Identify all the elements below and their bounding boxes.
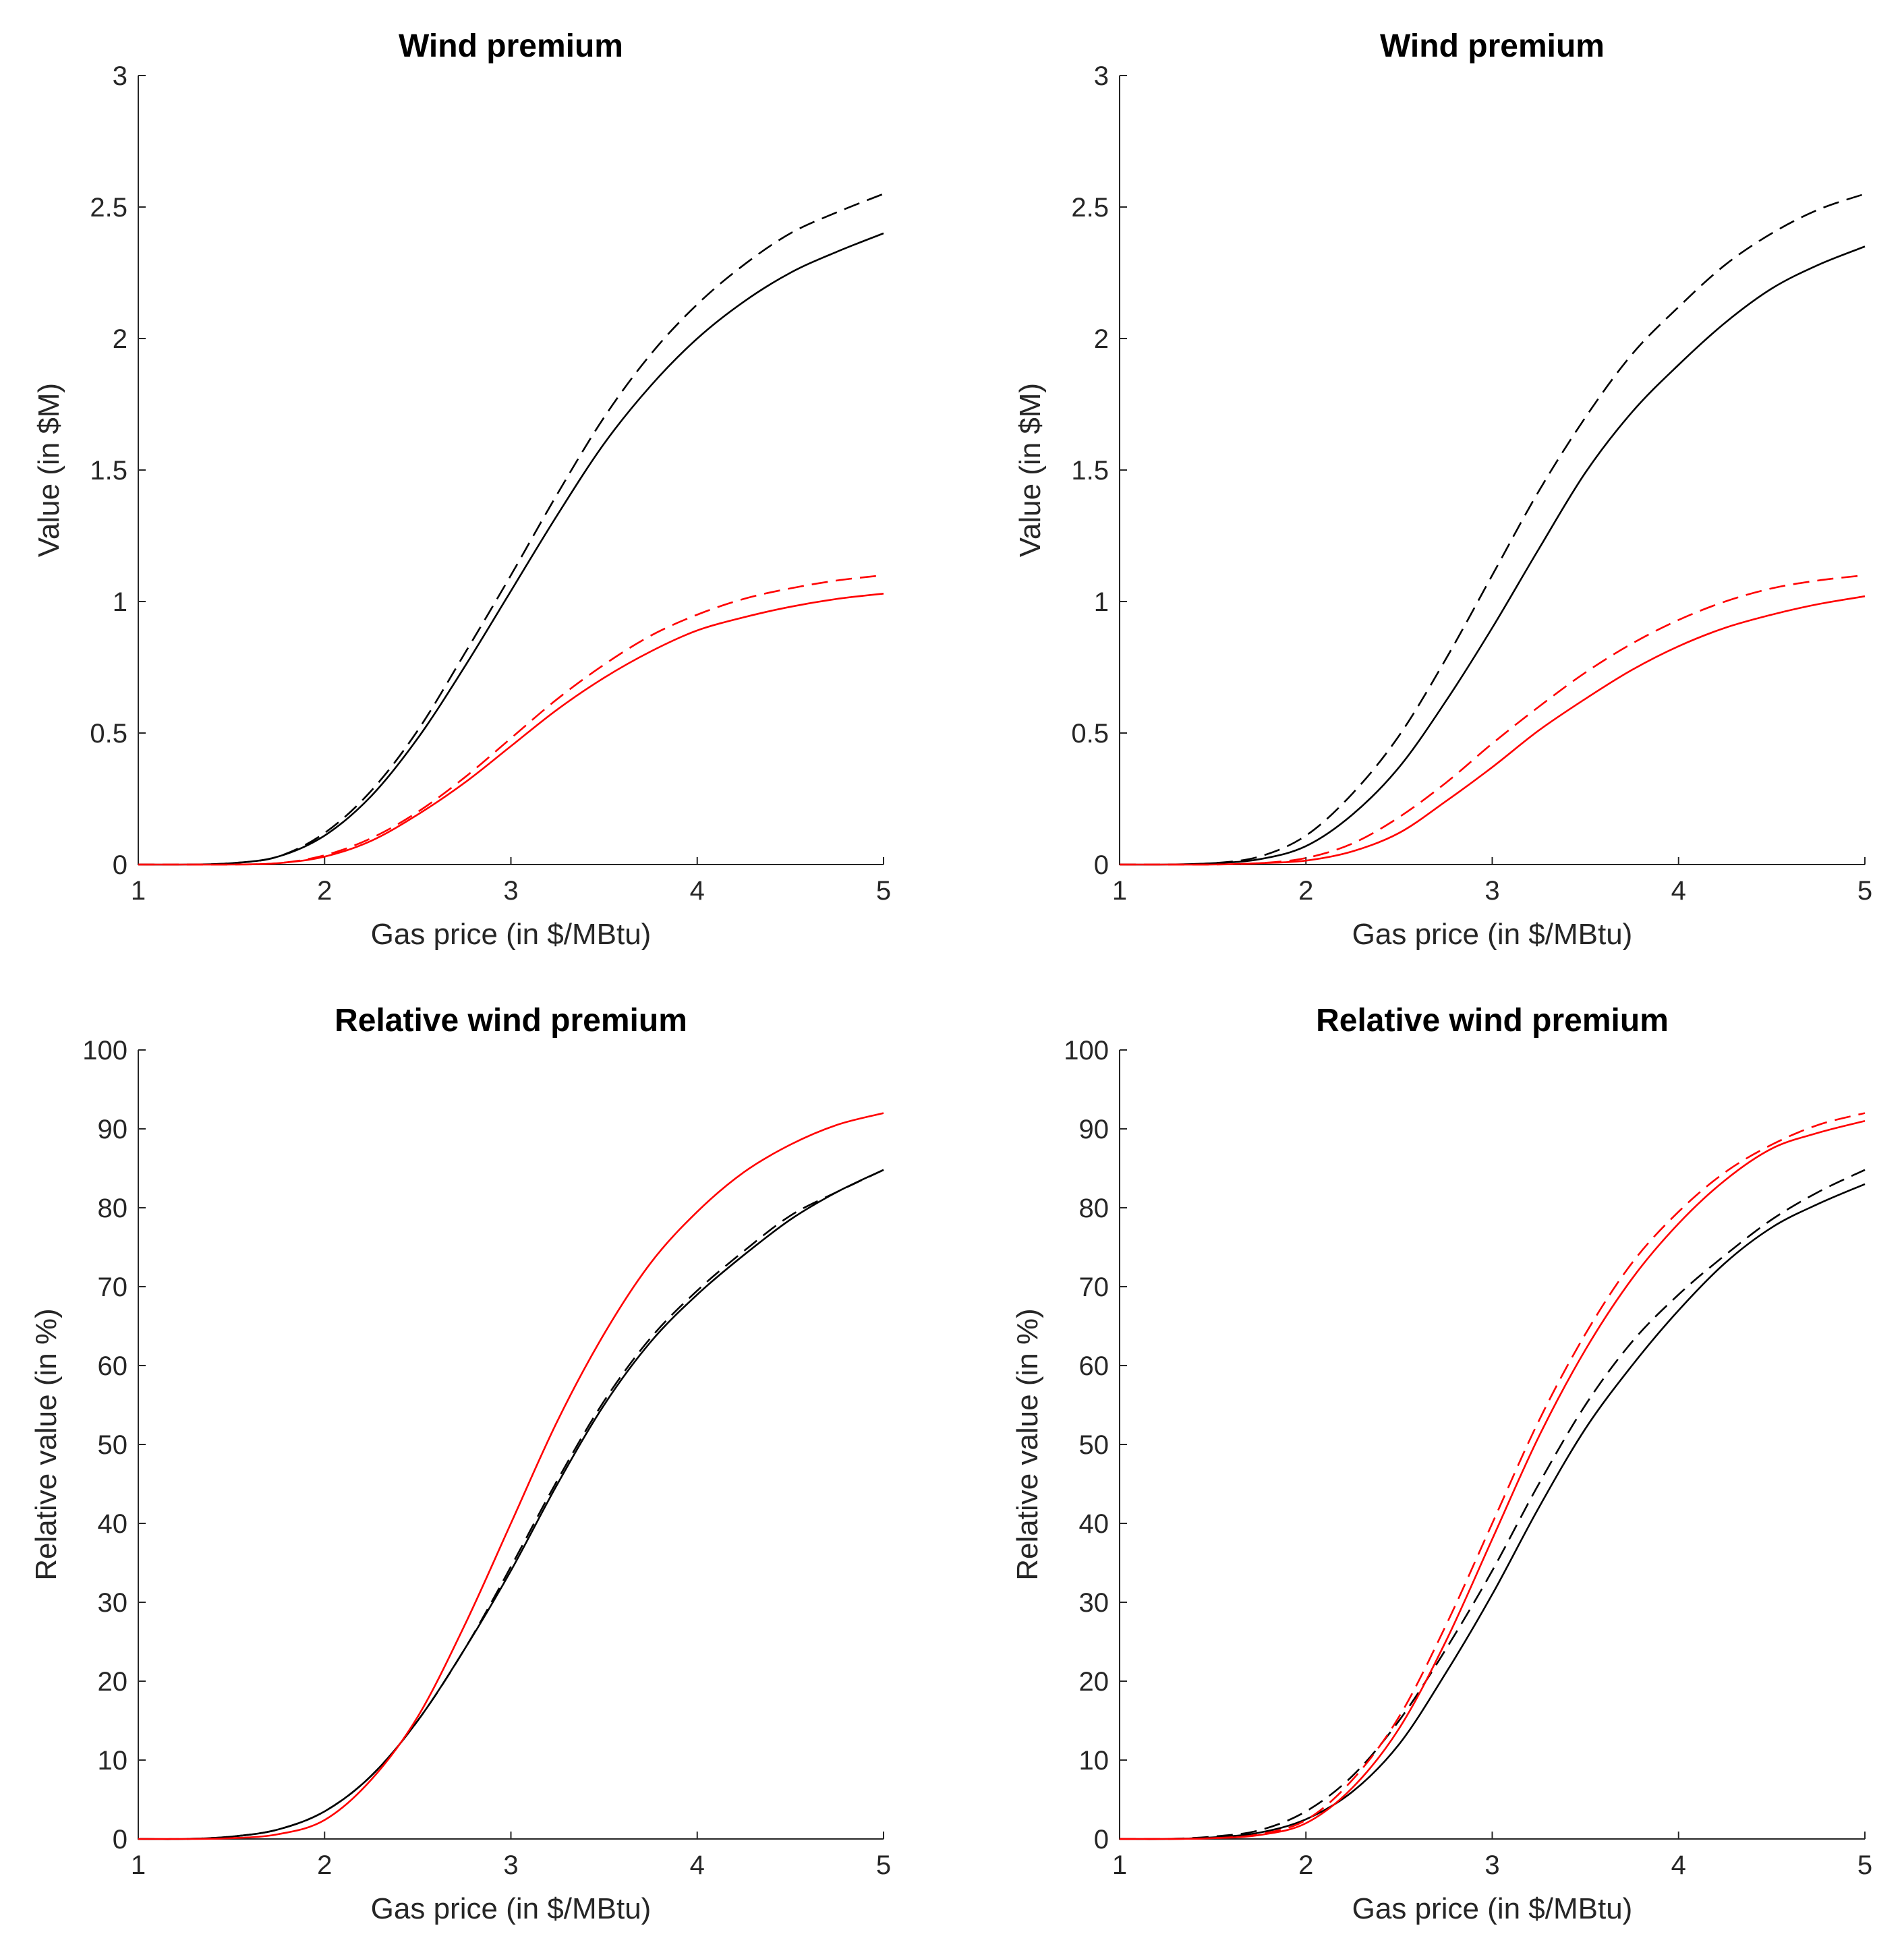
series-line-black-solid [1119,1183,1866,1840]
y-tick-label: 0 [113,850,127,880]
series-line-black-dashed [138,193,884,866]
y-tick-label: 30 [98,1588,128,1618]
series-line-red-dashed [1120,574,1866,866]
y-tick-label: 90 [1079,1115,1109,1144]
y-tick-label: 80 [1079,1194,1109,1223]
y-tick-label: 3 [1094,61,1109,91]
series-line-black-dashed [138,1169,884,1840]
y-axis-label: Relative value (in %) [30,1308,63,1581]
x-tick-label: 2 [1298,876,1313,906]
y-tick-label: 1 [1094,587,1109,617]
x-tick-label: 3 [1484,1850,1499,1880]
series-line-red-solid [138,593,884,866]
y-tick-label: 90 [98,1115,128,1144]
series-line-black-dashed [1119,1169,1866,1840]
x-tick-label: 4 [690,876,705,906]
y-tick-label: 1.5 [90,456,127,486]
y-tick-label: 60 [98,1351,128,1381]
x-tick-label: 5 [1857,1850,1872,1880]
chart-panel-1: 1 2 3 4 5 0 0.5 1 1.5 2 2.5 3 Wind premium Gas price … [32,28,891,951]
y-tick-label: 2.5 [90,193,127,223]
y-tick-label: 40 [1079,1509,1109,1539]
y-tick-label: 60 [1079,1351,1109,1381]
chart-title: Wind premium [399,28,623,64]
chart-panel-2: 1 2 3 4 5 0 0.5 1 1.5 2 2.5 3 Wind premium Gas price … [1014,28,1872,951]
y-tick-label: 80 [98,1194,128,1223]
y-tick-label: 100 [82,1036,127,1065]
y-tick-label: 10 [98,1746,128,1776]
x-tick-label: 2 [1298,1850,1313,1880]
y-tick-label: 30 [1079,1588,1109,1618]
x-tick-label: 4 [1671,876,1686,906]
series-line-red-solid [1120,595,1866,866]
y-tick-label: 0.5 [1071,719,1109,749]
x-tick-label: 2 [317,1850,332,1880]
y-tick-label: 50 [98,1430,128,1460]
series-line-red-solid [1119,1120,1866,1840]
x-axis-label: Gas price (in $/MBtu) [1352,918,1633,951]
chart-title: Wind premium [1380,28,1605,64]
y-tick-label: 0 [113,1825,127,1854]
y-tick-label: 100 [1064,1036,1109,1065]
y-tick-label: 40 [98,1509,128,1539]
series-line-red-dashed [1119,1112,1866,1840]
y-axis-label: Value (in $M) [1014,383,1047,557]
y-tick-label: 1 [113,587,127,617]
axis-lines [1119,1050,1865,1840]
x-tick-label: 5 [1857,876,1872,906]
x-tick-label: 1 [131,1850,146,1880]
y-axis-label: Value (in $M) [32,383,65,557]
y-tick-label: 2 [113,324,127,354]
y-tick-label: 20 [1079,1667,1109,1697]
y-tick-label: 2 [1094,324,1109,354]
y-axis-label: Relative value (in %) [1011,1308,1044,1581]
x-tick-label: 2 [317,876,332,906]
y-tick-label: 0.5 [90,719,127,749]
x-axis-label: Gas price (in $/MBtu) [371,1892,652,1925]
y-tick-label: 1.5 [1071,456,1109,486]
series-line-black-solid [138,232,884,866]
x-tick-label: 1 [1112,1850,1127,1880]
x-tick-label: 4 [690,1850,705,1880]
y-tick-label: 3 [113,61,127,91]
x-tick-label: 5 [876,876,891,906]
x-axis-label: Gas price (in $/MBtu) [371,918,652,951]
y-tick-label: 10 [1079,1746,1109,1776]
chart-title: Relative wind premium [1316,1003,1669,1039]
y-tick-label: 70 [1079,1273,1109,1302]
x-tick-label: 1 [131,876,146,906]
y-tick-label: 0 [1094,1825,1109,1854]
axis-lines [1119,76,1865,865]
y-tick-label: 0 [1094,850,1109,880]
series-line-black-solid [1119,245,1866,866]
x-axis-label: Gas price (in $/MBtu) [1352,1892,1633,1925]
y-tick-label: 2.5 [1071,193,1109,223]
axis-lines [138,1050,884,1840]
x-tick-label: 3 [1484,876,1499,906]
y-tick-label: 20 [98,1667,128,1697]
x-tick-label: 1 [1112,876,1127,906]
y-tick-label: 50 [1079,1430,1109,1460]
series-line-black-dashed [1119,193,1866,866]
x-tick-label: 3 [503,1850,518,1880]
y-tick-label: 70 [98,1273,128,1302]
x-tick-label: 3 [503,876,518,906]
series-line-red-solid [138,1112,884,1840]
x-tick-label: 4 [1671,1850,1686,1880]
series-line-black-solid [138,1169,884,1840]
chart-title: Relative wind premium [335,1003,687,1039]
x-tick-label: 5 [876,1850,891,1880]
series-line-red-dashed [138,574,884,866]
